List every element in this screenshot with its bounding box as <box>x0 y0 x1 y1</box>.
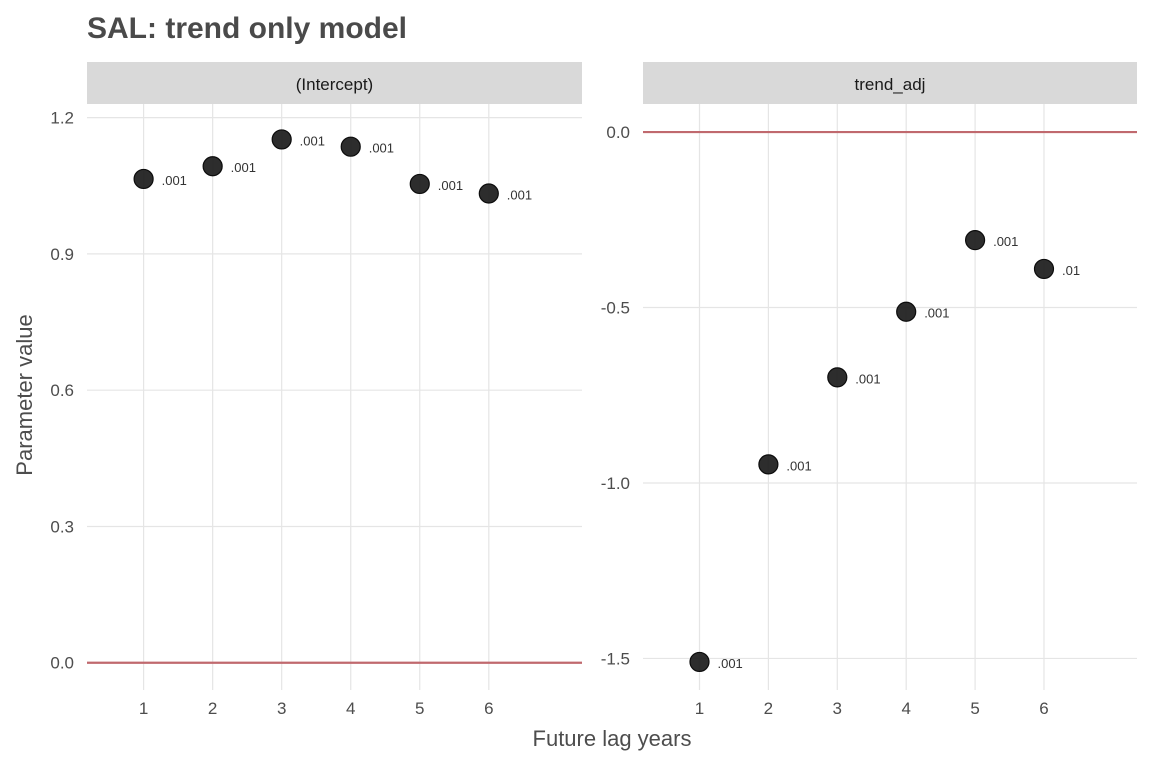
point-label: .001 <box>507 187 532 202</box>
y-axis-title: Parameter value <box>12 314 37 475</box>
y-tick-label: 0.3 <box>50 517 74 536</box>
x-tick-label: 6 <box>484 699 493 718</box>
point-label: .001 <box>786 458 811 473</box>
y-tick-label: 0.6 <box>50 381 74 400</box>
point-label: .001 <box>369 141 394 156</box>
x-tick-label: 2 <box>208 699 217 718</box>
data-point <box>202 156 223 177</box>
x-tick-label: 5 <box>970 699 979 718</box>
y-tick-label: 1.2 <box>50 109 74 128</box>
x-tick-label: 5 <box>415 699 424 718</box>
data-point <box>827 367 848 388</box>
facet-0: (Intercept) 1 2 3 4 5 6 0.0 0.3 0.6 0.9 1.2 .001 .001… <box>50 62 582 718</box>
data-point <box>409 173 430 195</box>
x-tick-label: 1 <box>139 699 148 718</box>
y-tick-label: 0.0 <box>50 654 74 673</box>
point-label: .001 <box>162 173 187 188</box>
data-point <box>758 454 779 475</box>
x-tick-label: 4 <box>901 699 910 718</box>
x-tick-label: 2 <box>764 699 773 718</box>
point-label: .01 <box>1062 263 1080 278</box>
y-tick-label: 0.0 <box>606 123 630 142</box>
data-point <box>478 183 499 204</box>
facet-panels: (Intercept) 1 2 3 4 5 6 0.0 0.3 0.6 0.9 1.2 .001 .001… <box>50 62 1137 718</box>
point-label: .001 <box>924 306 949 321</box>
chart-title: SAL: trend only model <box>87 12 407 45</box>
point-label: .001 <box>855 371 880 386</box>
data-point <box>964 230 986 251</box>
x-tick-label: 1 <box>695 699 704 718</box>
x-axis-title: Future lag years <box>533 726 692 751</box>
point-label: .001 <box>717 656 742 671</box>
data-point <box>896 301 917 322</box>
data-point <box>1033 258 1055 280</box>
facet-strip-background <box>643 62 1137 104</box>
x-tick-label: 6 <box>1039 699 1048 718</box>
y-tick-label: -0.5 <box>601 299 630 318</box>
y-tick-label: -1.5 <box>601 649 630 668</box>
x-tick-label: 4 <box>346 699 355 718</box>
data-point <box>271 129 292 150</box>
data-point <box>340 136 361 157</box>
facet-strip-background <box>87 62 582 104</box>
point-label: .001 <box>231 160 256 175</box>
point-label: .001 <box>993 234 1018 249</box>
facet-strip-label: (Intercept) <box>296 75 373 94</box>
x-tick-label: 3 <box>833 699 842 718</box>
y-tick-label: 0.9 <box>50 245 74 264</box>
data-point <box>689 651 710 673</box>
point-label: .001 <box>438 178 463 193</box>
point-label: .001 <box>300 133 325 148</box>
facet-strip-label: trend_adj <box>855 75 926 94</box>
facet-1: trend_adj 1 2 3 4 5 6 0.0 -0.5 -1.0 -1.5 .001 .001 .0… <box>601 62 1137 718</box>
data-point <box>133 168 154 190</box>
x-tick-label: 3 <box>277 699 286 718</box>
y-tick-label: -1.0 <box>601 474 630 493</box>
